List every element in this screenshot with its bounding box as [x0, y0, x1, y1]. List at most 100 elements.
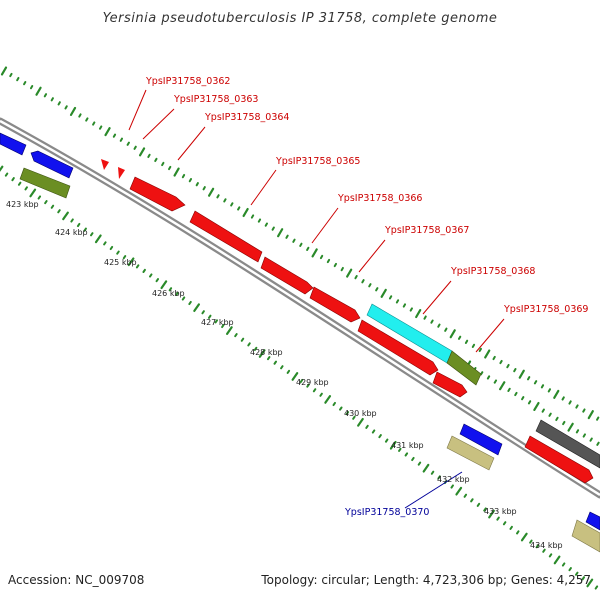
minor-tick [548, 412, 552, 417]
minor-tick [237, 206, 241, 211]
minor-tick [542, 548, 546, 553]
gene-arrow-red[interactable] [309, 286, 361, 323]
major-tick [449, 329, 456, 339]
minor-tick [188, 300, 192, 306]
major-tick [324, 395, 332, 404]
minor-tick [286, 369, 291, 374]
minor-tick [306, 246, 310, 251]
gene-arrow-red[interactable] [432, 371, 468, 398]
minor-tick [568, 400, 572, 405]
minor-tick [596, 441, 600, 446]
major-tick [291, 372, 299, 381]
minor-tick [483, 507, 487, 512]
gene-callout-label[interactable]: YpsIP31758_0365 [275, 156, 360, 167]
minor-tick [540, 384, 545, 389]
minor-tick [395, 299, 400, 304]
minor-tick [354, 275, 358, 280]
major-tick [94, 234, 102, 244]
gene-arrow-blue[interactable] [30, 150, 74, 179]
gene-callout-label[interactable]: YpsIP31758_0364 [204, 112, 289, 123]
gene-arrow-red-small[interactable] [101, 159, 109, 170]
minor-tick [240, 337, 245, 342]
minor-tick [548, 553, 553, 558]
minor-tick [221, 323, 225, 329]
major-tick [389, 440, 397, 450]
gene-callout-label[interactable]: YpsIP31758_0363 [173, 94, 258, 105]
gene-arrow-gray[interactable] [535, 419, 600, 469]
major-tick [553, 555, 561, 565]
minor-tick [529, 539, 533, 544]
callout-leader-line [358, 239, 386, 273]
minor-tick [340, 266, 344, 272]
gene-block-olive[interactable] [19, 167, 71, 199]
major-tick [127, 257, 135, 267]
minor-tick [492, 355, 496, 361]
minor-tick [50, 97, 54, 102]
gene-callout-label[interactable]: YpsIP31758_0367 [384, 225, 469, 236]
gene-callout-label[interactable]: YpsIP31758_0368 [450, 266, 535, 277]
kbp-label: 430 kbp [344, 409, 377, 418]
callout-leader-line [311, 207, 339, 244]
major-tick [567, 422, 574, 432]
gene-arrow-red[interactable] [524, 435, 594, 484]
tick-dot-tracks [0, 66, 600, 590]
gene-block-olive[interactable] [446, 350, 482, 386]
minor-tick [216, 194, 220, 199]
minor-tick [299, 378, 304, 384]
minor-tick [417, 461, 422, 466]
callout-leader-line [422, 280, 452, 315]
minor-tick [476, 502, 481, 507]
minor-tick [168, 287, 173, 292]
major-tick [0, 66, 8, 76]
minor-tick [273, 360, 278, 365]
gene-arrow-blue[interactable] [585, 511, 600, 531]
gene-arrow-red[interactable] [189, 210, 263, 263]
kbp-label: 433 kbp [484, 507, 517, 516]
minor-tick [202, 186, 206, 191]
minor-tick [64, 105, 68, 110]
minor-tick [181, 173, 186, 179]
gene-block-khaki[interactable] [446, 435, 495, 471]
major-tick [225, 326, 233, 335]
gene-arrow-red[interactable] [357, 319, 439, 376]
gene-callout-label[interactable]: YpsIP31758_0369 [503, 304, 588, 315]
minor-tick [561, 562, 566, 567]
minor-tick [402, 303, 407, 308]
minor-tick [562, 420, 566, 426]
gene-callout-label[interactable]: YpsIP31758_0366 [337, 193, 422, 204]
minor-tick [92, 121, 96, 126]
minor-tick [444, 327, 448, 332]
minor-tick [493, 379, 498, 384]
minor-tick [581, 576, 586, 581]
minor-tick [90, 232, 94, 237]
genome-backbone [0, 117, 600, 499]
callout-leader-line [128, 89, 147, 131]
minor-tick [437, 475, 441, 480]
major-tick [484, 349, 491, 359]
gene-block-khaki[interactable] [571, 519, 600, 553]
gene-callout-label[interactable]: YpsIP31758_0370 [344, 507, 429, 518]
gene-arrow-red-small[interactable] [118, 167, 125, 179]
gene-arrow-red[interactable] [129, 176, 186, 212]
minor-tick [188, 178, 193, 183]
callout-leaders [128, 89, 505, 509]
minor-tick [11, 177, 15, 182]
minor-tick [76, 222, 81, 228]
major-tick [520, 532, 528, 542]
major-tick [35, 86, 42, 96]
minor-tick [409, 307, 413, 312]
minor-tick [368, 283, 372, 288]
minor-tick [223, 198, 227, 203]
kbp-label: 425 kbp [104, 258, 137, 267]
minor-tick [201, 310, 205, 315]
gene-arrow-blue[interactable] [459, 423, 503, 456]
gene-callout-label[interactable]: YpsIP31758_0362 [145, 76, 230, 87]
minor-tick [280, 365, 284, 370]
gene-arrow-red[interactable] [260, 256, 314, 295]
gene-arrow-blue[interactable] [0, 132, 27, 156]
minor-tick [57, 209, 61, 214]
major-tick [69, 106, 77, 116]
callout-leader-line [475, 318, 505, 353]
major-tick [346, 268, 353, 278]
map-title: Yersinia pseudotuberculosis IP 31758, co… [103, 11, 498, 26]
